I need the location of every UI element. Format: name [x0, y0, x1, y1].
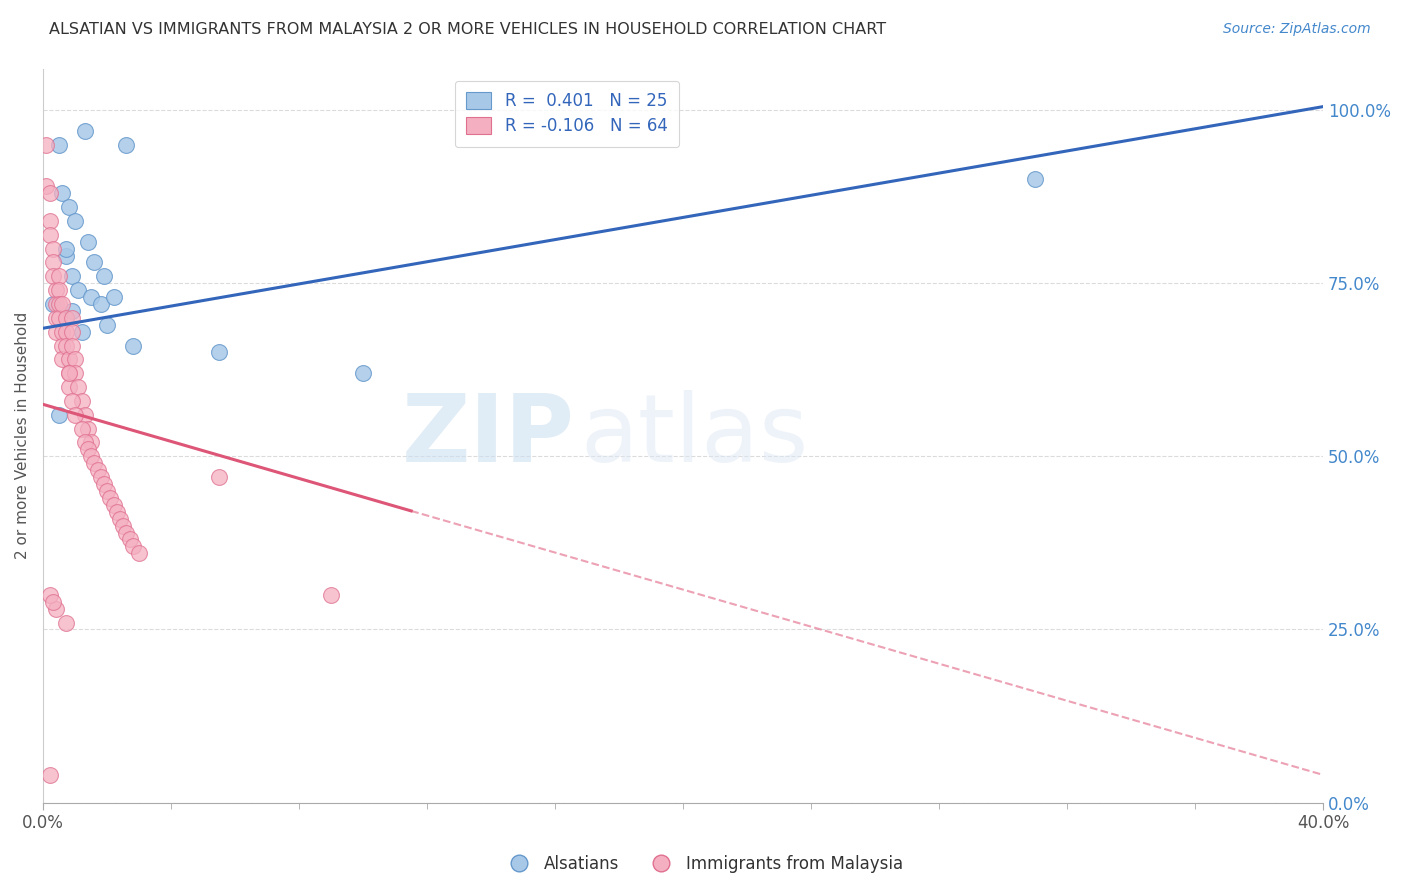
Point [128, 546, 150, 560]
Point [45, 297, 67, 311]
Point [73, 124, 96, 138]
Point [45, 601, 67, 615]
Point [80, 435, 103, 450]
Point [51, 186, 73, 201]
Point [58, 366, 80, 380]
Point [42, 242, 65, 256]
Point [58, 200, 80, 214]
Point [63, 352, 86, 367]
Point [51, 338, 73, 352]
Point [352, 366, 374, 380]
Text: atlas: atlas [581, 390, 808, 482]
Point [38, 588, 60, 602]
Point [96, 483, 118, 498]
Point [35, 179, 58, 194]
Point [77, 422, 100, 436]
Point [48, 283, 70, 297]
Point [96, 318, 118, 332]
Point [42, 255, 65, 269]
Point [38, 186, 60, 201]
Point [38, 227, 60, 242]
Point [80, 450, 103, 464]
Point [1024, 172, 1046, 186]
Point [115, 137, 138, 152]
Point [77, 235, 100, 249]
Point [38, 768, 60, 782]
Point [208, 345, 231, 359]
Point [121, 540, 143, 554]
Point [67, 283, 90, 297]
Point [58, 366, 80, 380]
Point [42, 269, 65, 284]
Text: Source: ZipAtlas.com: Source: ZipAtlas.com [1223, 22, 1371, 37]
Y-axis label: 2 or more Vehicles in Household: 2 or more Vehicles in Household [15, 312, 30, 559]
Point [55, 242, 77, 256]
Point [58, 380, 80, 394]
Point [112, 518, 135, 533]
Point [51, 297, 73, 311]
Point [48, 310, 70, 325]
Point [51, 352, 73, 367]
Point [60, 269, 83, 284]
Point [60, 393, 83, 408]
Point [103, 498, 125, 512]
Point [55, 325, 77, 339]
Point [48, 269, 70, 284]
Point [70, 422, 93, 436]
Point [90, 297, 112, 311]
Point [60, 338, 83, 352]
Point [105, 505, 128, 519]
Point [83, 255, 105, 269]
Point [77, 442, 100, 457]
Point [108, 511, 131, 525]
Point [73, 435, 96, 450]
Point [208, 470, 231, 484]
Point [103, 290, 125, 304]
Point [48, 137, 70, 152]
Point [55, 338, 77, 352]
Point [60, 325, 83, 339]
Legend: Alsatians, Immigrants from Malaysia: Alsatians, Immigrants from Malaysia [496, 848, 910, 880]
Point [38, 214, 60, 228]
Point [45, 325, 67, 339]
Point [42, 595, 65, 609]
Point [80, 290, 103, 304]
Point [121, 338, 143, 352]
Text: ALSATIAN VS IMMIGRANTS FROM MALAYSIA 2 OR MORE VEHICLES IN HOUSEHOLD CORRELATION: ALSATIAN VS IMMIGRANTS FROM MALAYSIA 2 O… [49, 22, 886, 37]
Point [86, 463, 108, 477]
Point [55, 248, 77, 262]
Point [93, 269, 115, 284]
Legend: R =  0.401   N = 25, R = -0.106   N = 64: R = 0.401 N = 25, R = -0.106 N = 64 [454, 80, 679, 147]
Point [70, 393, 93, 408]
Point [73, 408, 96, 422]
Point [67, 380, 90, 394]
Point [55, 615, 77, 630]
Text: ZIP: ZIP [402, 390, 575, 482]
Point [70, 325, 93, 339]
Point [58, 352, 80, 367]
Point [42, 297, 65, 311]
Point [118, 533, 141, 547]
Point [63, 214, 86, 228]
Point [63, 408, 86, 422]
Point [55, 310, 77, 325]
Point [60, 304, 83, 318]
Point [90, 470, 112, 484]
Point [51, 325, 73, 339]
Point [48, 408, 70, 422]
Point [63, 366, 86, 380]
Point [115, 525, 138, 540]
Point [35, 137, 58, 152]
Point [45, 310, 67, 325]
Point [48, 297, 70, 311]
Point [100, 491, 122, 505]
Point [93, 477, 115, 491]
Point [60, 310, 83, 325]
Point [321, 588, 343, 602]
Point [45, 283, 67, 297]
Point [83, 456, 105, 470]
